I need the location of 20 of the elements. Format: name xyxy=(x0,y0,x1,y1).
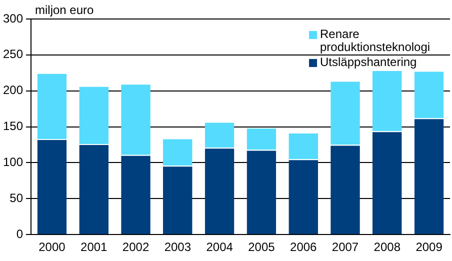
y-tick-label: 150 xyxy=(2,119,24,134)
legend-label: Renare produktionsteknologi xyxy=(320,27,432,54)
x-tick-label: 2005 xyxy=(248,240,276,254)
x-tick-label: 2009 xyxy=(416,240,443,254)
x-tick-label: 2001 xyxy=(80,240,108,254)
x-tick-label: 2002 xyxy=(122,240,150,254)
x-tick-label: 2007 xyxy=(332,240,359,254)
y-tick-label: 100 xyxy=(2,155,24,170)
y-axis-title: miljon euro xyxy=(35,3,94,17)
y-tick-label: 50 xyxy=(10,190,24,205)
x-tick-label: 2003 xyxy=(164,240,192,254)
x-tick-label: 2008 xyxy=(374,240,401,254)
x-tick-label: 2006 xyxy=(290,240,318,254)
y-tick-label: 300 xyxy=(2,11,24,26)
y-tick-label: 200 xyxy=(2,83,24,98)
legend-label: Utsläppshantering xyxy=(320,55,417,69)
y-tick-label: 0 xyxy=(16,226,24,241)
x-tick-label: 2004 xyxy=(206,240,234,254)
y-tick-label: 250 xyxy=(2,47,24,62)
x-tick-label: 2000 xyxy=(38,240,66,254)
